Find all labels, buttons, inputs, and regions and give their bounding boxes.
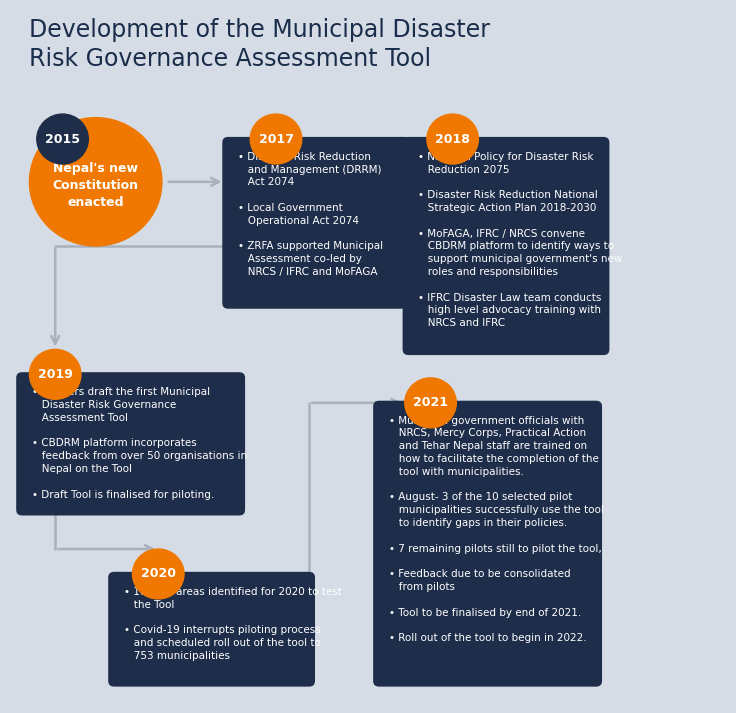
Text: 2019: 2019 (38, 368, 73, 381)
Text: 2018: 2018 (435, 133, 470, 145)
Text: • National Policy for Disaster Risk
   Reduction 2075

• Disaster Risk Reduction: • National Policy for Disaster Risk Redu… (418, 152, 623, 328)
FancyBboxPatch shape (403, 137, 609, 355)
Circle shape (405, 378, 456, 428)
Text: 2017: 2017 (258, 133, 294, 145)
FancyBboxPatch shape (222, 137, 411, 309)
Text: 2020: 2020 (141, 568, 176, 580)
Circle shape (29, 118, 162, 246)
Circle shape (29, 349, 81, 399)
Circle shape (427, 114, 478, 164)
Text: Nepal's new
Constitution
enacted: Nepal's new Constitution enacted (53, 162, 138, 209)
Text: Development of the Municipal Disaster
Risk Governance Assessment Tool: Development of the Municipal Disaster Ri… (29, 18, 490, 71)
FancyBboxPatch shape (16, 372, 245, 515)
Text: • Disaster Risk Reduction
   and Management (DRRM)
   Act 2074

• Local Governme: • Disaster Risk Reduction and Management… (238, 152, 383, 277)
Circle shape (250, 114, 302, 164)
Text: 2015: 2015 (45, 133, 80, 145)
Text: • 10 pilot areas identified for 2020 to test
   the Tool

• Covid-19 interrupts : • 10 pilot areas identified for 2020 to … (124, 587, 342, 661)
FancyBboxPatch shape (108, 572, 315, 687)
Circle shape (37, 114, 88, 164)
Text: • Lawyers draft the first Municipal
   Disaster Risk Governance
   Assessment To: • Lawyers draft the first Municipal Disa… (32, 387, 247, 500)
Circle shape (132, 549, 184, 599)
FancyBboxPatch shape (373, 401, 602, 687)
Text: • Municipal government officials with
   NRCS, Mercy Corps, Practical Action
   : • Municipal government officials with NR… (389, 416, 604, 643)
Text: 2021: 2021 (413, 396, 448, 409)
